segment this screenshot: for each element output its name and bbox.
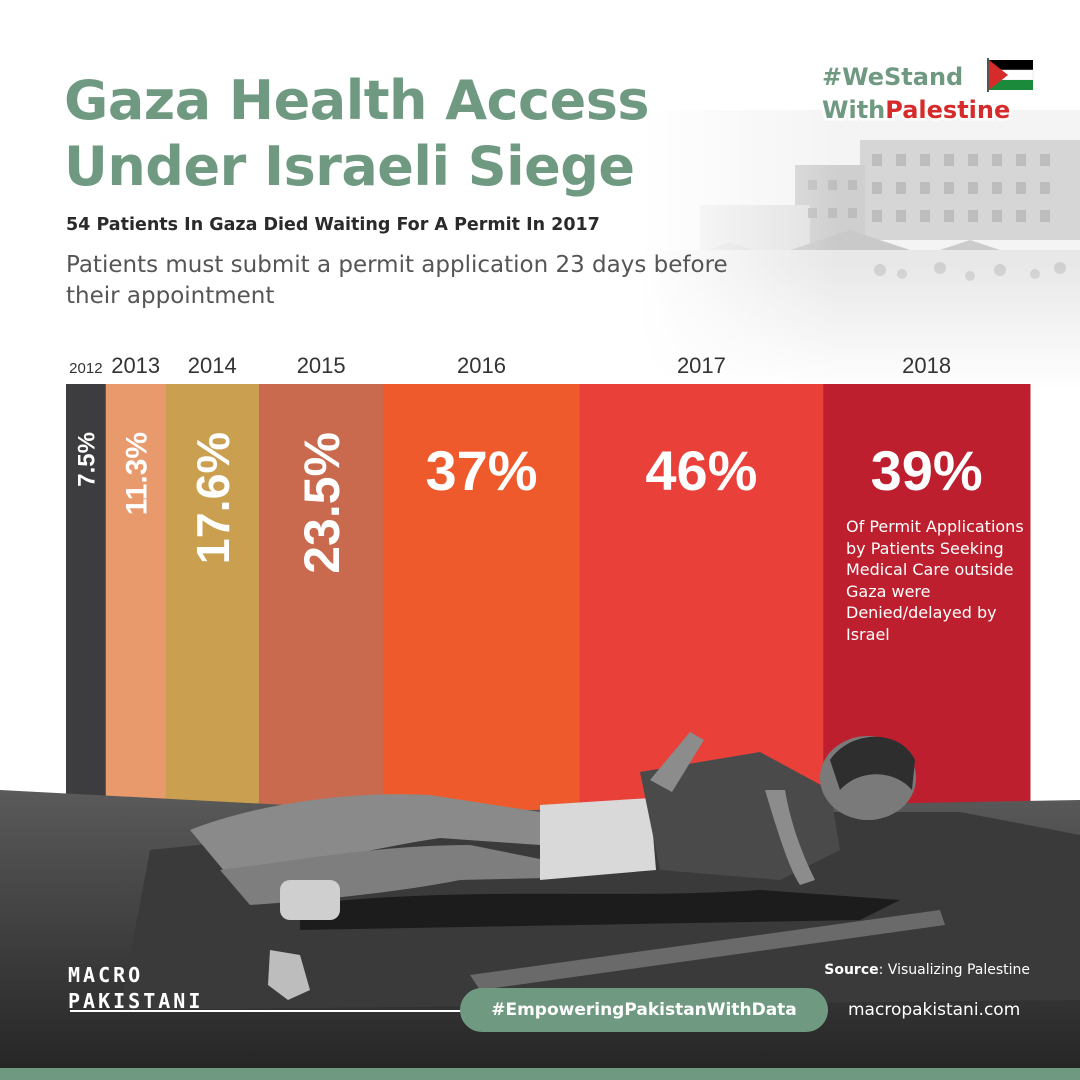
year-label-2014: 2014 bbox=[188, 353, 237, 378]
westand-badge: #WeStand WithPalestine bbox=[812, 56, 1034, 134]
title-line-2: Under Israeli Siege bbox=[64, 135, 635, 198]
macro-pakistani-logo: MACRO PAKISTANI bbox=[68, 962, 203, 1014]
badge-text: #WeStand WithPalestine bbox=[819, 61, 1013, 127]
year-label-2015: 2015 bbox=[297, 353, 346, 378]
value-label-2018: 39% bbox=[871, 439, 983, 502]
hashtag-pill: #EmpoweringPakistanWithData bbox=[460, 988, 828, 1032]
value-label-2014: 17.6% bbox=[187, 432, 239, 564]
divider-line bbox=[70, 1010, 462, 1012]
badge-line-1: #WeStand bbox=[819, 61, 965, 94]
year-label-2018: 2018 bbox=[902, 353, 951, 378]
year-label-2012: 2012 bbox=[69, 360, 102, 377]
year-label-2017: 2017 bbox=[677, 353, 726, 378]
subtitle: 54 Patients In Gaza Died Waiting For A P… bbox=[66, 215, 600, 235]
year-label-2016: 2016 bbox=[457, 353, 506, 378]
hospital-background-image bbox=[640, 110, 1080, 390]
source-label: Source bbox=[824, 962, 879, 978]
logo-line-2: PAKISTANI bbox=[68, 989, 204, 1013]
description: Patients must submit a permit applicatio… bbox=[66, 252, 728, 309]
page-title: Gaza Health Access Under Israeli Siege bbox=[64, 68, 649, 200]
value-label-2016: 37% bbox=[425, 439, 537, 502]
source-credit: Source: Visualizing Palestine bbox=[824, 962, 1030, 978]
year-label-2013: 2013 bbox=[111, 353, 160, 378]
palestine-flag-icon bbox=[987, 58, 1034, 92]
logo-line-1: MACRO bbox=[68, 963, 144, 987]
value-label-2015: 23.5% bbox=[294, 432, 350, 574]
value-label-2012: 7.5% bbox=[74, 432, 101, 487]
title-line-1: Gaza Health Access bbox=[64, 69, 649, 132]
value-label-2017: 46% bbox=[645, 439, 757, 502]
source-text: : Visualizing Palestine bbox=[878, 962, 1030, 978]
badge-line-2-highlight: Palestine bbox=[883, 94, 1013, 127]
value-label-2013: 11.3% bbox=[120, 432, 153, 515]
bottom-accent-band bbox=[0, 1068, 1080, 1080]
badge-line-2-prefix: With bbox=[819, 94, 887, 127]
website-link[interactable]: macropakistani.com bbox=[848, 1000, 1021, 1020]
chart-annotation: Of Permit Applications by Patients Seeki… bbox=[846, 517, 1024, 644]
